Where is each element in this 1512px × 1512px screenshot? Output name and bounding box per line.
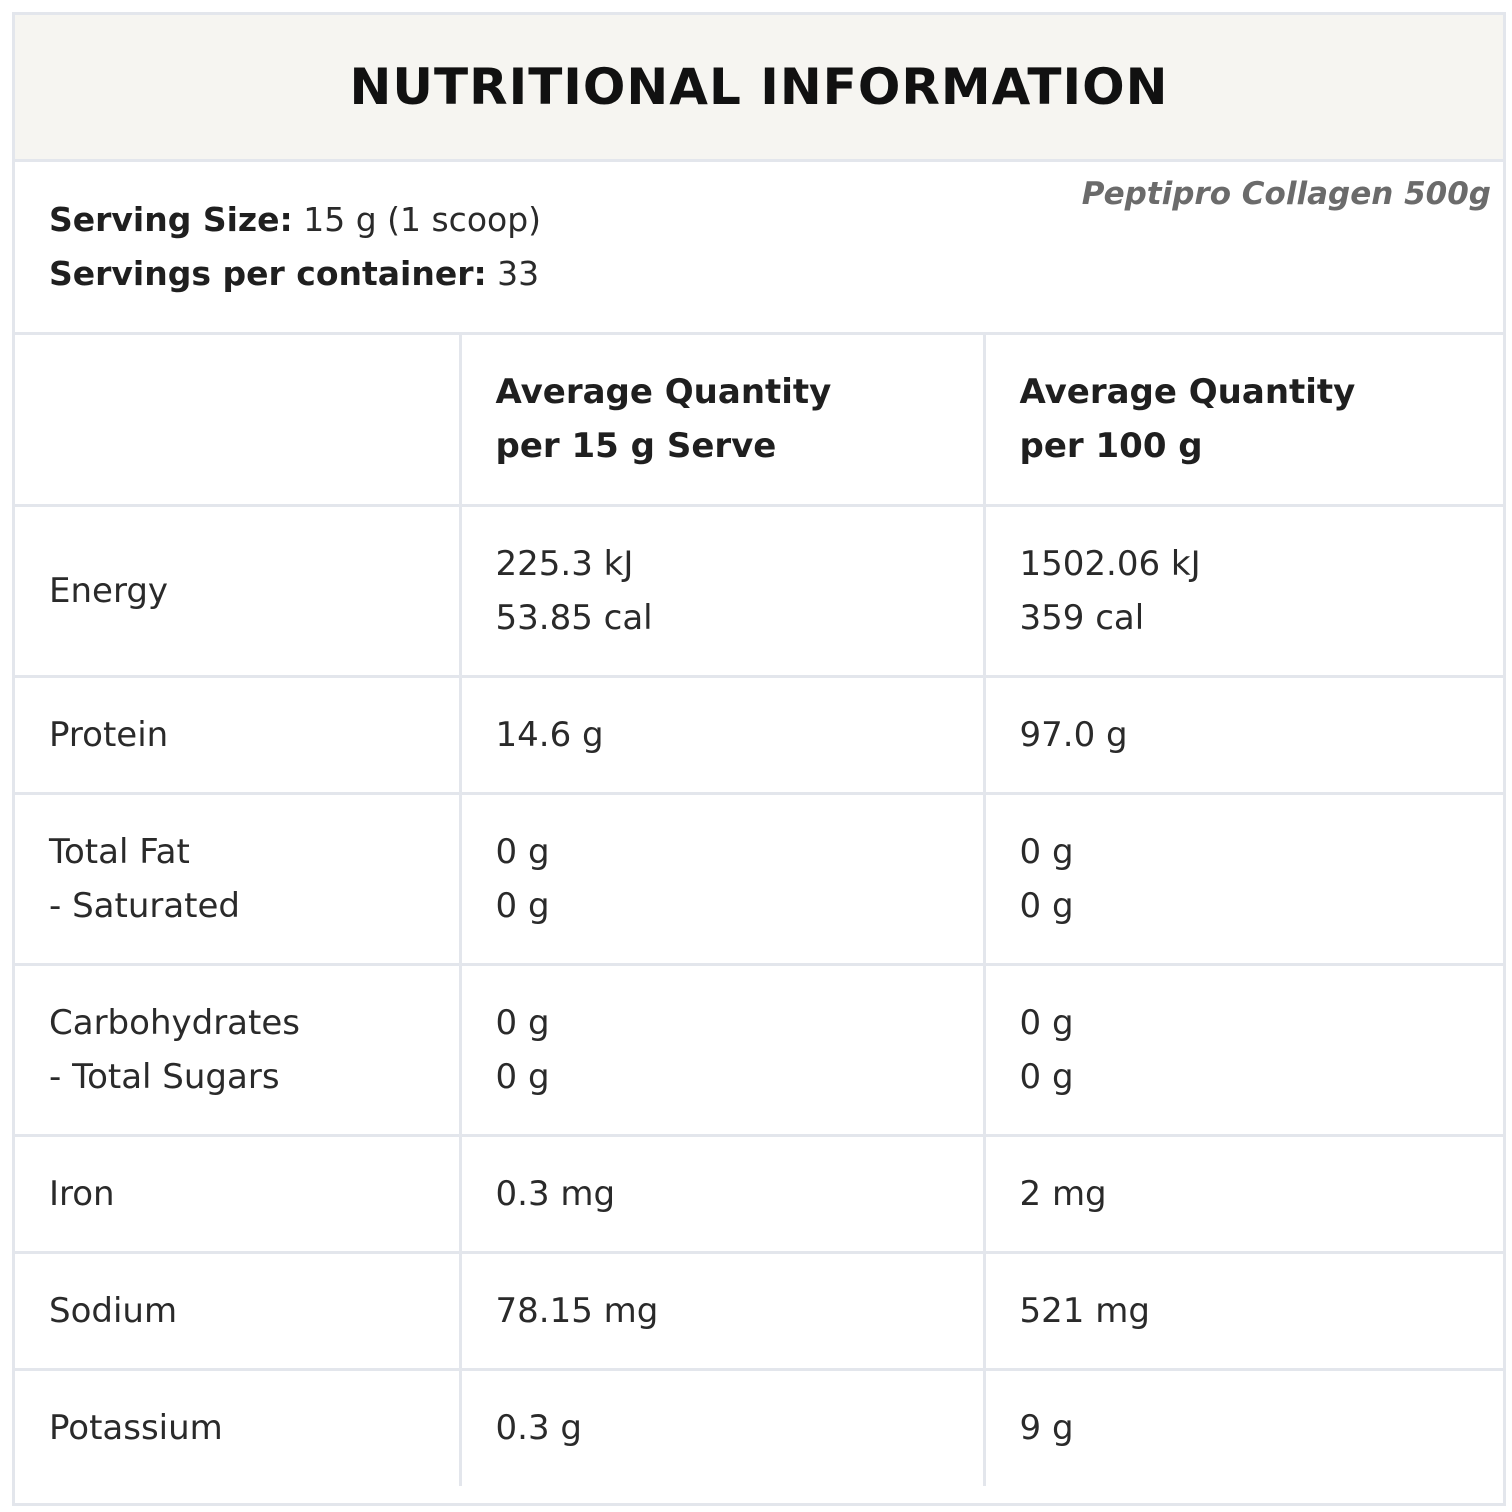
- sugars-name: - Total Sugars: [49, 1056, 280, 1097]
- nutrient-name: Potassium: [15, 1367, 462, 1486]
- saturated-per100: 0 g: [1019, 885, 1074, 926]
- serving-info: Peptipro Collagen 500g Serving Size: 15 …: [15, 162, 1503, 335]
- table-header-row: Average Quantity per 15 g Serve Average …: [15, 335, 1503, 507]
- panel-title: NUTRITIONAL INFORMATION: [349, 58, 1169, 116]
- table-row-carbohydrates: Carbohydrates - Total Sugars 0 g 0 g 0 g…: [15, 962, 1503, 1137]
- header-per-100g-line1: Average Quantity: [1019, 372, 1356, 413]
- serving-size-label: Serving Size:: [49, 200, 293, 239]
- per-100g-value: 0 g 0 g: [982, 962, 1503, 1137]
- per-100g-value: 0 g 0 g: [982, 791, 1503, 966]
- per-serve-value: 14.6 g: [458, 674, 986, 795]
- nutrient-name: Carbohydrates - Total Sugars: [15, 962, 462, 1137]
- header-per-serve-line1: Average Quantity: [495, 372, 832, 413]
- per-serve-value: 225.3 kJ 53.85 cal: [458, 503, 986, 678]
- product-name: Peptipro Collagen 500g: [1081, 176, 1491, 212]
- table-row-potassium: Potassium 0.3 g 9 g: [15, 1367, 1503, 1486]
- per-serve-value: 0 g 0 g: [458, 791, 986, 966]
- carbs-serve: 0 g: [495, 1002, 550, 1043]
- table-row-sodium: Sodium 78.15 mg 521 mg: [15, 1250, 1503, 1371]
- nutrient-name: Protein: [15, 674, 462, 795]
- servings-per-container: Servings per container: 33: [49, 254, 539, 293]
- sugars-serve: 0 g: [495, 1056, 550, 1097]
- table-row-total-fat: Total Fat - Saturated 0 g 0 g 0 g 0 g: [15, 791, 1503, 966]
- nutrition-table: Average Quantity per 15 g Serve Average …: [15, 335, 1503, 1486]
- table-row-protein: Protein 14.6 g 97.0 g: [15, 674, 1503, 795]
- serving-size-value: 15 g (1 scoop): [292, 200, 542, 239]
- header-per-100g-line2: per 100 g: [1019, 426, 1203, 467]
- servings-per-container-label: Servings per container:: [49, 254, 487, 293]
- table-row-iron: Iron 0.3 mg 2 mg: [15, 1133, 1503, 1254]
- fat-serve: 0 g: [495, 831, 550, 872]
- carbs-per100: 0 g: [1019, 1002, 1074, 1043]
- nutrition-panel: NUTRITIONAL INFORMATION Peptipro Collage…: [12, 12, 1506, 1506]
- carbs-name: Carbohydrates: [49, 1002, 300, 1043]
- nutrient-name: Sodium: [15, 1250, 462, 1371]
- energy-serve-kj: 225.3 kJ: [495, 543, 634, 584]
- per-serve-value: 0 g 0 g: [458, 962, 986, 1137]
- fat-name: Total Fat: [49, 831, 190, 872]
- saturated-serve: 0 g: [495, 885, 550, 926]
- per-100g-value: 2 mg: [982, 1133, 1503, 1254]
- header-per-serve: Average Quantity per 15 g Serve: [458, 335, 986, 507]
- per-serve-value: 0.3 g: [458, 1367, 986, 1486]
- header-per-100g: Average Quantity per 100 g: [982, 335, 1503, 507]
- per-100g-value: 97.0 g: [982, 674, 1503, 795]
- per-serve-value: 0.3 mg: [458, 1133, 986, 1254]
- nutrient-name: Total Fat - Saturated: [15, 791, 462, 966]
- energy-per100-cal: 359 cal: [1019, 597, 1145, 638]
- servings-per-container-value: 33: [486, 254, 540, 293]
- header-per-serve-line2: per 15 g Serve: [495, 426, 777, 467]
- nutrient-name: Energy: [15, 503, 462, 678]
- energy-per100-kj: 1502.06 kJ: [1019, 543, 1201, 584]
- serving-size: Serving Size: 15 g (1 scoop): [49, 200, 541, 239]
- table-row-energy: Energy 225.3 kJ 53.85 cal 1502.06 kJ 359…: [15, 503, 1503, 678]
- nutrient-name: Iron: [15, 1133, 462, 1254]
- saturated-name: - Saturated: [49, 885, 241, 926]
- per-serve-value: 78.15 mg: [458, 1250, 986, 1371]
- energy-serve-cal: 53.85 cal: [495, 597, 653, 638]
- title-bar: NUTRITIONAL INFORMATION: [15, 15, 1503, 162]
- header-nutrient: [15, 335, 462, 507]
- per-100g-value: 9 g: [982, 1367, 1503, 1486]
- per-100g-value: 1502.06 kJ 359 cal: [982, 503, 1503, 678]
- per-100g-value: 521 mg: [982, 1250, 1503, 1371]
- sugars-per100: 0 g: [1019, 1056, 1074, 1097]
- fat-per100: 0 g: [1019, 831, 1074, 872]
